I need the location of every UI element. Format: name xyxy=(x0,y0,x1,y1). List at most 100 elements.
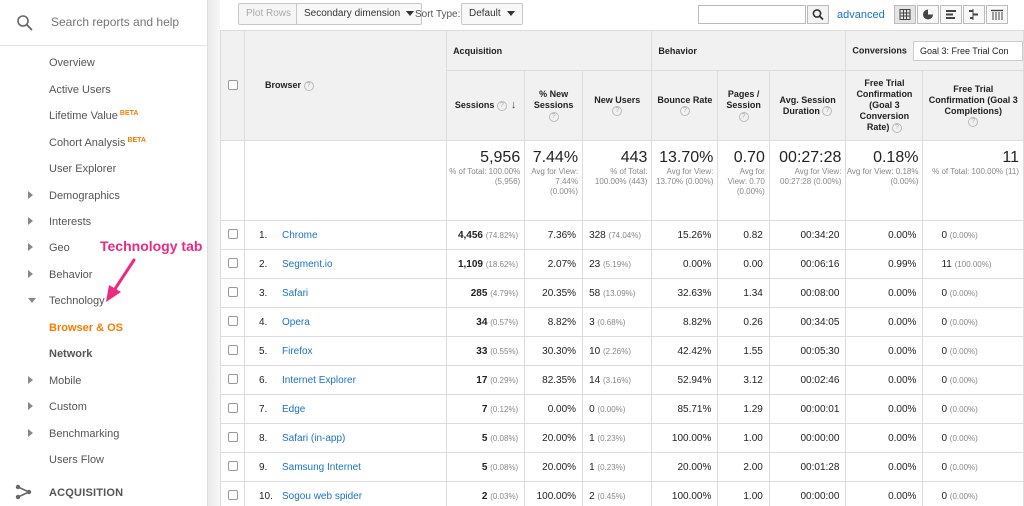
col-sessions[interactable]: Sessions ? ↓ xyxy=(446,70,526,141)
sidebar-item-behavior[interactable]: Behavior xyxy=(0,263,208,287)
help-icon[interactable]: ? xyxy=(679,106,690,117)
row-checkbox[interactable] xyxy=(227,489,238,500)
help-icon[interactable]: ? xyxy=(822,106,833,117)
table-row[interactable]: 9. Samsung Internet 5 (0.08%) 20.00% 1 (0.23… xyxy=(220,452,1024,482)
cell-percent: (2.26%) xyxy=(602,346,631,356)
row-checkbox[interactable] xyxy=(227,315,238,326)
select-all-cell[interactable] xyxy=(220,30,245,141)
sidebar-search[interactable]: Search reports and help xyxy=(0,0,208,46)
search-placeholder[interactable]: Search reports and help xyxy=(51,15,180,29)
cell-bounce: 85.71% xyxy=(651,394,719,424)
row-checkbox[interactable] xyxy=(227,431,238,442)
browser-link[interactable]: Opera xyxy=(282,316,310,328)
row-checkbox[interactable] xyxy=(227,402,238,413)
col-new-sessions[interactable]: % New Sessions? xyxy=(524,70,584,141)
table-row[interactable]: 10. Sogou web spider 2 (0.03%) 100.00% 2 (0.… xyxy=(220,481,1024,506)
browser-link[interactable]: Segment.io xyxy=(282,258,333,270)
col-conv-rate[interactable]: Free Trial Confirmation (Goal 3 Conversi… xyxy=(845,70,924,141)
row-checkbox[interactable] xyxy=(227,257,238,268)
sidebar-item-browser-os[interactable]: Browser & OS xyxy=(0,316,208,340)
cell-value: 0.99% xyxy=(888,258,917,270)
browser-link[interactable]: Safari (in-app) xyxy=(282,432,346,444)
col-avg-duration[interactable]: Avg. Session Duration ? xyxy=(768,70,847,141)
sidebar-section-acquisition[interactable]: ACQUISITION xyxy=(0,481,208,505)
row-check-cell[interactable] xyxy=(220,423,245,453)
row-checkbox[interactable] xyxy=(227,373,238,384)
row-checkbox[interactable] xyxy=(227,460,238,471)
secondary-dimension-dropdown[interactable]: Secondary dimension xyxy=(296,3,423,25)
sidebar-item-network[interactable]: Network xyxy=(0,342,208,366)
cell-value: 8.82% xyxy=(683,316,712,328)
sidebar-item-lifetime-value[interactable]: Lifetime Value BETA xyxy=(0,104,208,128)
sidebar-item-cohort-analysis[interactable]: Cohort Analysis BETA xyxy=(0,131,208,155)
sidebar-item-geo[interactable]: Geo xyxy=(0,236,208,260)
sidebar-item-active-users[interactable]: Active Users xyxy=(0,78,208,102)
row-check-cell[interactable] xyxy=(220,278,245,308)
row-checkbox[interactable] xyxy=(227,344,238,355)
browser-link[interactable]: Sogou web spider xyxy=(282,490,363,502)
row-check-cell[interactable] xyxy=(220,365,245,395)
col-bounce-rate[interactable]: Bounce Rate? xyxy=(651,70,719,141)
sidebar-item-interests[interactable]: Interests xyxy=(0,210,208,234)
sidebar-item-benchmarking[interactable]: Benchmarking xyxy=(0,422,208,446)
view-pie-button[interactable] xyxy=(917,5,939,24)
sidebar-item-technology[interactable]: Technology xyxy=(0,289,208,313)
col-pages-session[interactable]: Pages / Session? xyxy=(717,70,770,141)
browser-link[interactable]: Firefox xyxy=(282,345,313,357)
help-icon[interactable]: ? xyxy=(548,111,559,122)
row-check-cell[interactable] xyxy=(220,394,245,424)
table-row[interactable]: 8. Safari (in-app) 5 (0.08%) 20.00% 1 (0.23%… xyxy=(220,423,1024,453)
row-checkbox[interactable] xyxy=(227,286,238,297)
help-icon[interactable]: ? xyxy=(891,122,902,133)
table-row[interactable]: 3. Safari 285 (4.79%) 20.35% 58 (13.09%) 32.6… xyxy=(220,278,1024,308)
row-check-cell[interactable] xyxy=(220,249,245,279)
sidebar-item-mobile[interactable]: Mobile xyxy=(0,369,208,393)
row-checkbox[interactable] xyxy=(227,228,238,239)
browser-link[interactable]: Internet Explorer xyxy=(282,374,356,386)
browser-link[interactable]: Samsung Internet xyxy=(282,461,361,473)
view-comparison-button[interactable] xyxy=(963,5,985,24)
table-row[interactable]: 4. Opera 34 (0.57%) 8.82% 3 (0.68%) 8.82% 0.26… xyxy=(220,307,1024,337)
view-table-button[interactable] xyxy=(894,5,916,24)
row-check-cell[interactable] xyxy=(220,307,245,337)
help-icon[interactable]: ? xyxy=(612,106,623,117)
sidebar-item-users-flow[interactable]: Users Flow xyxy=(0,448,208,472)
help-icon[interactable]: ? xyxy=(496,100,507,111)
row-check-cell[interactable] xyxy=(220,336,245,366)
browser-link[interactable]: Edge xyxy=(282,403,306,415)
table-row[interactable]: 2. Segment.io 1,109 (18.62%) 2.07% 23 (5.19%… xyxy=(220,249,1024,279)
help-icon[interactable]: ? xyxy=(738,111,749,122)
select-all-checkbox[interactable] xyxy=(227,79,238,90)
sidebar-item-overview[interactable]: Overview xyxy=(0,51,208,75)
goal-select-dropdown[interactable]: Goal 3: Free Trial Con xyxy=(912,40,1023,61)
table-row[interactable]: 5. Firefox 33 (0.55%) 30.30% 10 (2.26%) 42.42… xyxy=(220,336,1024,366)
col-new-users[interactable]: New Users? xyxy=(582,70,653,141)
cell-value: 3 xyxy=(589,316,595,328)
sidebar-item-user-explorer[interactable]: User Explorer xyxy=(0,157,208,181)
help-icon[interactable]: ? xyxy=(303,80,314,91)
table-search-button[interactable] xyxy=(807,5,829,24)
advanced-link[interactable]: advanced xyxy=(837,9,885,21)
row-check-cell[interactable] xyxy=(220,452,245,482)
sidebar-item-demographics[interactable]: Demographics xyxy=(0,184,208,208)
row-check-cell[interactable] xyxy=(220,481,245,506)
annotation-arrow-icon xyxy=(106,258,136,302)
sort-type-dropdown[interactable]: Default xyxy=(461,3,523,25)
plot-rows-button[interactable]: Plot Rows xyxy=(238,3,300,25)
row-check-cell[interactable] xyxy=(220,220,245,250)
view-performance-button[interactable] xyxy=(940,5,962,24)
cell-bounce: 100.00% xyxy=(651,481,719,506)
table-row[interactable]: 6. Internet Explorer 17 (0.29%) 82.35% 14 (3… xyxy=(220,365,1024,395)
col-completions[interactable]: Free Trial Confirmation (Goal 3 Completi… xyxy=(922,70,1024,141)
col-browser[interactable]: Browser ? xyxy=(243,30,448,141)
view-pivot-button[interactable] xyxy=(986,5,1008,24)
table-row[interactable]: 7. Edge 7 (0.12%) 0.00% 0 (0.00%) 85.71% 1.29 0… xyxy=(220,394,1024,424)
browser-link[interactable]: Safari xyxy=(282,287,309,299)
sidebar-item-custom[interactable]: Custom xyxy=(0,395,208,419)
browser-link[interactable]: Chrome xyxy=(282,229,318,241)
table-search-input[interactable] xyxy=(698,5,806,24)
cell-percent: (13.09%) xyxy=(602,288,636,298)
help-icon[interactable]: ? xyxy=(968,117,979,128)
table-row[interactable]: 1. Chrome 4,456 (74.82%) 7.36% 328 (74.04%) 1… xyxy=(220,220,1024,250)
cell-value: 0 xyxy=(941,287,948,299)
